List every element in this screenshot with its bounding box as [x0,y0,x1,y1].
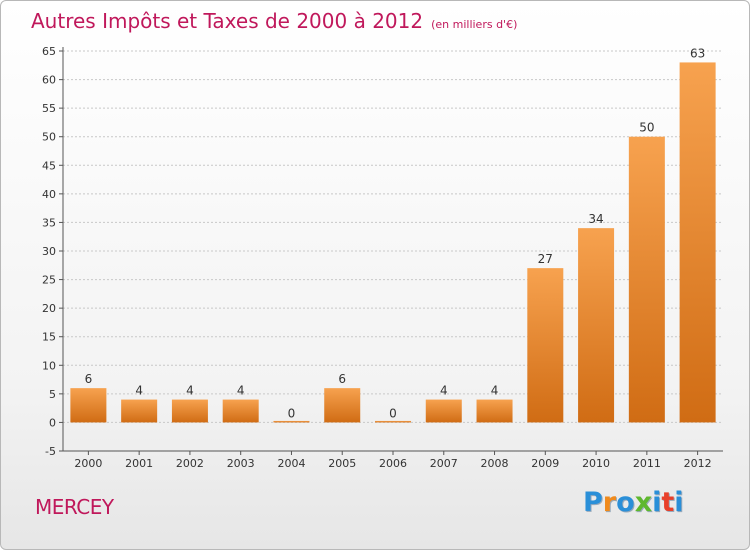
proxiti-logo: Proxiti [583,487,684,518]
bars: 6 4 4 4 0 6 0 4 4 27 34 50 63 [70,46,716,423]
x-tick-label: 2005 [328,457,356,470]
bar [375,420,411,423]
x-tick-label: 2003 [227,457,255,470]
bar-value-label: 63 [690,46,705,60]
bar [679,62,716,423]
logo-letter: P [583,487,603,518]
grid-lines [63,50,723,452]
y-axis: -5 0 5 10 15 20 25 30 35 40 45 50 55 60 65 [42,45,64,458]
bar-value-label: 34 [588,212,603,226]
bar-value-label: 4 [237,384,245,398]
y-tick-label: 10 [42,359,56,372]
bar-value-label: 0 [288,406,296,420]
y-tick-label: 65 [42,45,56,58]
chart-title: Autres Impôts et Taxes de 2000 à 2012 (en… [31,9,517,33]
y-tick-label: 60 [42,74,56,87]
bar [70,388,107,423]
x-tick-label: 2012 [684,457,712,470]
bar-value-label: 6 [85,372,93,386]
logo-letter: x [634,487,653,518]
bar-value-label: 50 [639,121,654,135]
y-tick-label: 15 [42,331,56,344]
chart-title-unit: (en milliers d'€) [431,18,518,31]
bar-value-label: 6 [338,372,346,386]
y-tick-label: 25 [42,274,56,287]
bar [527,268,564,423]
chart-title-text: Autres Impôts et Taxes de 2000 à 2012 [31,9,424,33]
x-tick-label: 2000 [74,457,102,470]
y-tick-label: 55 [42,102,56,115]
logo-letter: i [674,487,684,518]
bar-value-label: 4 [135,384,143,398]
y-tick-label: -5 [45,445,56,458]
x-tick-label: 2008 [481,457,509,470]
bar [324,388,361,423]
bar-value-label: 27 [538,252,553,266]
bar [222,399,259,423]
logo-letter: o [616,487,635,518]
x-tick-label: 2011 [633,457,661,470]
y-tick-label: 50 [42,131,56,144]
y-tick-label: 0 [49,416,56,429]
y-tick-label: 30 [42,245,56,258]
x-axis: 2000 2001 2002 2003 2004 2005 2006 2007 2008 2009… [63,450,723,470]
bar [171,399,208,423]
bar-value-label: 0 [389,406,397,420]
x-tick-label: 2002 [176,457,204,470]
y-tick-label: 40 [42,188,56,201]
x-tick-label: 2001 [125,457,153,470]
bar-value-label: 4 [440,384,448,398]
city-name: MERCEY [35,495,114,519]
bar [121,399,158,423]
y-tick-label: 5 [49,388,56,401]
logo-letter: i [652,487,662,518]
logo-letter: r [602,487,617,518]
bar [273,420,310,423]
y-tick-label: 35 [42,216,56,229]
bar-value-label: 4 [491,384,499,398]
bar-value-label: 4 [186,384,194,398]
logo-letter: t [661,487,675,518]
x-tick-label: 2007 [430,457,458,470]
y-tick-label: 20 [42,302,56,315]
x-tick-label: 2006 [379,457,407,470]
x-tick-label: 2009 [531,457,559,470]
x-tick-label: 2004 [277,457,305,470]
bar [425,399,462,423]
bar [476,399,513,423]
y-tick-label: 45 [42,159,56,172]
bar [628,136,665,423]
bar [578,228,615,423]
x-tick-label: 2010 [582,457,610,470]
